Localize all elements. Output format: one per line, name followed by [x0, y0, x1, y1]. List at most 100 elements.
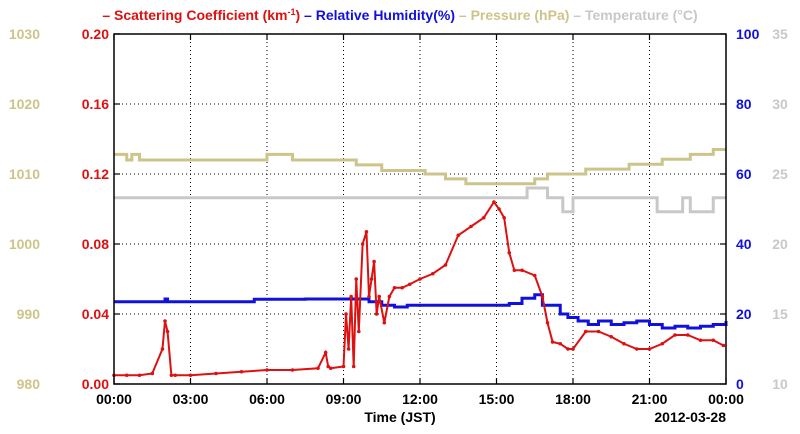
- scattering-point: [660, 341, 665, 346]
- scattering-point: [349, 294, 353, 299]
- scattering-point: [360, 242, 365, 246]
- scattering-point: [150, 371, 155, 376]
- scattering-tick-label: 0.16: [82, 96, 109, 112]
- scattering-point: [344, 312, 348, 316]
- series-line-pressure: [114, 148, 726, 186]
- scattering-point: [520, 268, 524, 273]
- scattering-point: [609, 334, 614, 339]
- temperature-tick-label: 25: [772, 166, 788, 182]
- scattering-point: [374, 312, 379, 316]
- scattering-point: [341, 364, 346, 369]
- scattering-point: [137, 373, 142, 378]
- scattering-point: [418, 277, 422, 281]
- scattering-point: [372, 259, 376, 264]
- x-tick-label: 03:00: [173, 391, 209, 407]
- x-tick-label: 21:00: [632, 391, 668, 407]
- scattering-point: [323, 350, 328, 355]
- scattering-point: [443, 263, 448, 267]
- scattering-point: [326, 364, 331, 369]
- scattering-tick-label: 0.12: [82, 166, 109, 182]
- scattering-point: [711, 338, 716, 343]
- scattering-point: [377, 294, 382, 299]
- humidity-tick-label: 40: [736, 236, 752, 252]
- scattering-point: [346, 347, 351, 351]
- series-layer: [112, 148, 728, 378]
- scattering-point: [239, 369, 244, 374]
- legend-entry-tail: ): [296, 7, 301, 23]
- scattering-point: [351, 364, 356, 369]
- scattering-point: [550, 340, 555, 344]
- pressure-tick-label: 980: [17, 376, 41, 392]
- legend-entry: – Scattering Coefficient (km: [102, 7, 287, 23]
- scattering-point: [357, 329, 361, 334]
- scattering-tick-label: 0.08: [82, 236, 109, 252]
- scattering-point: [698, 338, 703, 343]
- scattering-point: [364, 229, 369, 234]
- series-line-temperature: [114, 186, 726, 214]
- humidity-tick-label: 100: [736, 26, 760, 42]
- legend-entry: – Relative Humidity(%): [300, 7, 455, 23]
- pressure-tick-label: 1010: [9, 166, 40, 182]
- scattering-tick-label: 0.20: [82, 26, 109, 42]
- legend: – Scattering Coefficient (km-1) – Relati…: [102, 7, 697, 23]
- x-tick-label: 00:00: [708, 391, 744, 407]
- scattering-point: [169, 373, 174, 378]
- scattering-point: [387, 294, 392, 299]
- humidity-tick-label: 60: [736, 166, 752, 182]
- axis-labels: Time (JST) 2012-03-28: [364, 409, 726, 425]
- scattering-point: [382, 320, 387, 325]
- scattering-point: [512, 268, 517, 273]
- scattering-point: [647, 347, 652, 351]
- scattering-point: [507, 250, 512, 255]
- pressure-tick-label: 990: [17, 306, 41, 322]
- scattering-point: [622, 341, 626, 346]
- scattering-point: [367, 294, 371, 299]
- scattering-point: [566, 347, 570, 351]
- x-tick-label: 06:00: [249, 391, 285, 407]
- scattering-point: [634, 347, 639, 351]
- legend-entry: – Pressure (hPa): [455, 7, 569, 23]
- temperature-tick-label: 30: [772, 96, 788, 112]
- x-axis-label: Time (JST): [364, 409, 435, 425]
- x-tick-label: 00:00: [96, 391, 132, 407]
- scattering-point: [469, 224, 473, 229]
- scattering-point: [124, 373, 129, 378]
- scattering-point: [596, 329, 601, 334]
- scattering-point: [188, 373, 193, 378]
- temperature-tick-label: 20: [772, 236, 788, 252]
- ticks: 00:00 03:00 06:00 09:00 12:00 15:00 18:00 21:00…: [9, 26, 788, 407]
- pressure-tick-label: 1030: [9, 26, 40, 42]
- scattering-point: [532, 273, 537, 278]
- series-line-scattering-coefficient: [114, 200, 724, 377]
- temperature-tick-label: 10: [772, 376, 788, 392]
- scattering-point: [160, 347, 165, 351]
- x-tick-label: 12:00: [402, 391, 438, 407]
- temperature-tick-label: 15: [772, 306, 788, 322]
- scattering-point: [430, 271, 435, 276]
- scattering-point: [290, 368, 295, 372]
- scattering-point: [497, 207, 501, 211]
- legend-superscript: -1: [287, 7, 295, 17]
- scattering-point: [392, 285, 397, 290]
- scattering-point: [673, 333, 677, 337]
- x-tick-label: 18:00: [555, 391, 591, 407]
- scattering-point: [265, 368, 269, 372]
- scattering-point: [214, 371, 218, 376]
- scattering-point: [502, 215, 506, 220]
- scattering-point: [571, 347, 575, 351]
- scattering-tick-label: 0.00: [82, 376, 109, 392]
- scattering-point: [400, 285, 404, 290]
- scattering-point: [583, 329, 588, 334]
- scattering-point: [545, 320, 550, 325]
- scattering-point: [369, 277, 374, 281]
- humidity-tick-label: 80: [736, 96, 752, 112]
- humidity-tick-label: 20: [736, 306, 752, 322]
- scattering-tick-label: 0.04: [82, 306, 109, 322]
- scattering-point: [456, 233, 461, 238]
- date-label: 2012-03-28: [654, 409, 726, 425]
- scattering-point: [173, 373, 177, 378]
- humidity-tick-label: 0: [736, 376, 744, 392]
- scattering-point: [558, 341, 563, 346]
- temperature-tick-label: 35: [772, 26, 788, 42]
